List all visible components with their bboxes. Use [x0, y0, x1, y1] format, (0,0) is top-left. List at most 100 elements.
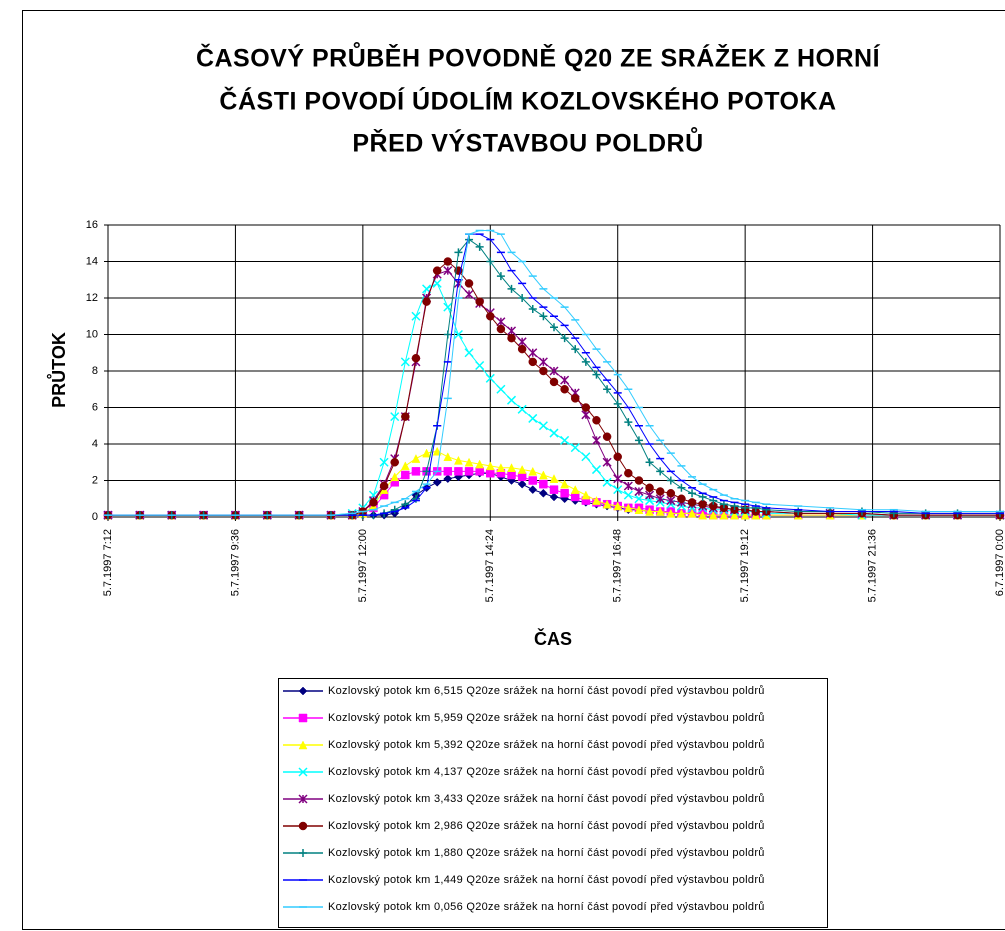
- data-point: [486, 312, 495, 321]
- data-point: [549, 492, 559, 502]
- data-point: [762, 505, 771, 514]
- data-point: [507, 463, 516, 472]
- data-point: [432, 477, 442, 487]
- data-point: [432, 446, 442, 456]
- x-tick-label: 6.7.1997 0:00: [994, 529, 1005, 596]
- data-point: [506, 395, 517, 405]
- data-point: [549, 485, 559, 494]
- data-point: [379, 481, 389, 491]
- data-point: [591, 465, 602, 475]
- data-point: [400, 461, 410, 471]
- legend-label: Kozlovský potok km 5,959 Q20ze srážek na…: [328, 712, 765, 724]
- data-point: [528, 348, 538, 358]
- data-point: [443, 257, 453, 266]
- data-point: [613, 474, 623, 484]
- data-point: [528, 466, 538, 476]
- x-tick-label: 5.7.1997 14:24: [484, 529, 496, 602]
- data-point: [592, 496, 601, 505]
- data-point: [464, 457, 474, 467]
- legend-label: Kozlovský potok km 4,137 Q20ze srážek na…: [328, 766, 765, 778]
- legend-label: Kozlovský potok km 5,392 Q20ze srážek na…: [328, 739, 765, 751]
- y-tick-label: 10: [86, 328, 98, 340]
- data-point: [475, 467, 484, 476]
- data-point: [719, 510, 729, 520]
- data-point: [475, 360, 485, 371]
- legend-box: [278, 678, 828, 928]
- data-point: [698, 492, 707, 501]
- data-point: [751, 503, 760, 512]
- x-axis-title: ČAS: [534, 628, 572, 649]
- data-point: [613, 485, 623, 495]
- y-axis-title: PRŮTOK: [47, 332, 69, 408]
- data-point: [517, 472, 527, 482]
- data-point: [560, 385, 569, 394]
- data-point: [475, 459, 485, 469]
- legend-marker: [298, 767, 308, 777]
- data-point: [634, 494, 644, 504]
- data-point: [570, 443, 580, 453]
- data-point: [560, 334, 569, 343]
- data-point: [730, 510, 739, 520]
- data-point: [507, 284, 516, 293]
- data-point: [411, 494, 420, 503]
- y-tick-label: 6: [92, 401, 98, 413]
- data-point: [539, 366, 548, 376]
- data-point: [624, 468, 633, 478]
- data-point: [677, 483, 686, 492]
- data-point: [570, 492, 580, 502]
- data-point: [549, 366, 559, 376]
- data-point: [570, 394, 580, 403]
- data-point: [443, 452, 453, 462]
- data-point: [464, 279, 474, 288]
- legend-marker: [298, 740, 308, 750]
- data-point: [443, 302, 453, 312]
- data-point: [602, 457, 612, 467]
- data-point: [443, 330, 452, 339]
- data-point: [645, 490, 655, 500]
- data-point: [518, 294, 527, 302]
- legend-label: Kozlovský potok km 0,056 Q20ze srážek na…: [328, 901, 765, 913]
- data-point: [401, 500, 410, 509]
- data-point: [709, 496, 718, 505]
- data-point: [624, 418, 633, 427]
- data-point: [645, 483, 654, 493]
- data-point: [528, 485, 538, 494]
- data-point: [454, 467, 463, 476]
- legend-label: Kozlovský potok km 6,515 Q20ze srážek na…: [328, 685, 765, 697]
- data-point: [677, 508, 686, 518]
- data-point: [422, 297, 431, 306]
- y-tick-label: 2: [92, 474, 98, 486]
- data-point: [603, 385, 612, 394]
- data-point: [401, 412, 410, 421]
- data-point: [390, 458, 399, 467]
- data-point: [592, 416, 601, 425]
- data-point: [443, 467, 453, 476]
- data-point: [560, 489, 569, 498]
- data-point: [613, 501, 623, 511]
- data-point: [539, 479, 548, 489]
- chart-title: ČÁSTI POVODÍ ÚDOLÍM KOZLOVSKÉHO POTOKA: [219, 86, 836, 116]
- data-point: [645, 458, 654, 467]
- data-point: [581, 452, 591, 462]
- data-point: [687, 498, 697, 507]
- y-tick-label: 16: [86, 219, 98, 231]
- data-point: [464, 289, 474, 299]
- data-point: [486, 257, 495, 266]
- series: [104, 229, 1004, 516]
- data-point: [549, 428, 559, 438]
- data-point: [560, 479, 570, 489]
- data-point: [517, 464, 527, 474]
- y-tick-label: 12: [86, 292, 98, 304]
- x-tick-label: 5.7.1997 16:48: [612, 529, 624, 602]
- data-point: [634, 505, 644, 514]
- data-point: [623, 481, 633, 491]
- data-point: [666, 489, 676, 498]
- data-point: [528, 476, 538, 485]
- y-tick-label: 0: [92, 511, 98, 523]
- data-point: [390, 505, 399, 514]
- data-point: [602, 432, 612, 441]
- data-point: [592, 370, 601, 379]
- data-point: [741, 503, 750, 512]
- data-point: [411, 454, 421, 463]
